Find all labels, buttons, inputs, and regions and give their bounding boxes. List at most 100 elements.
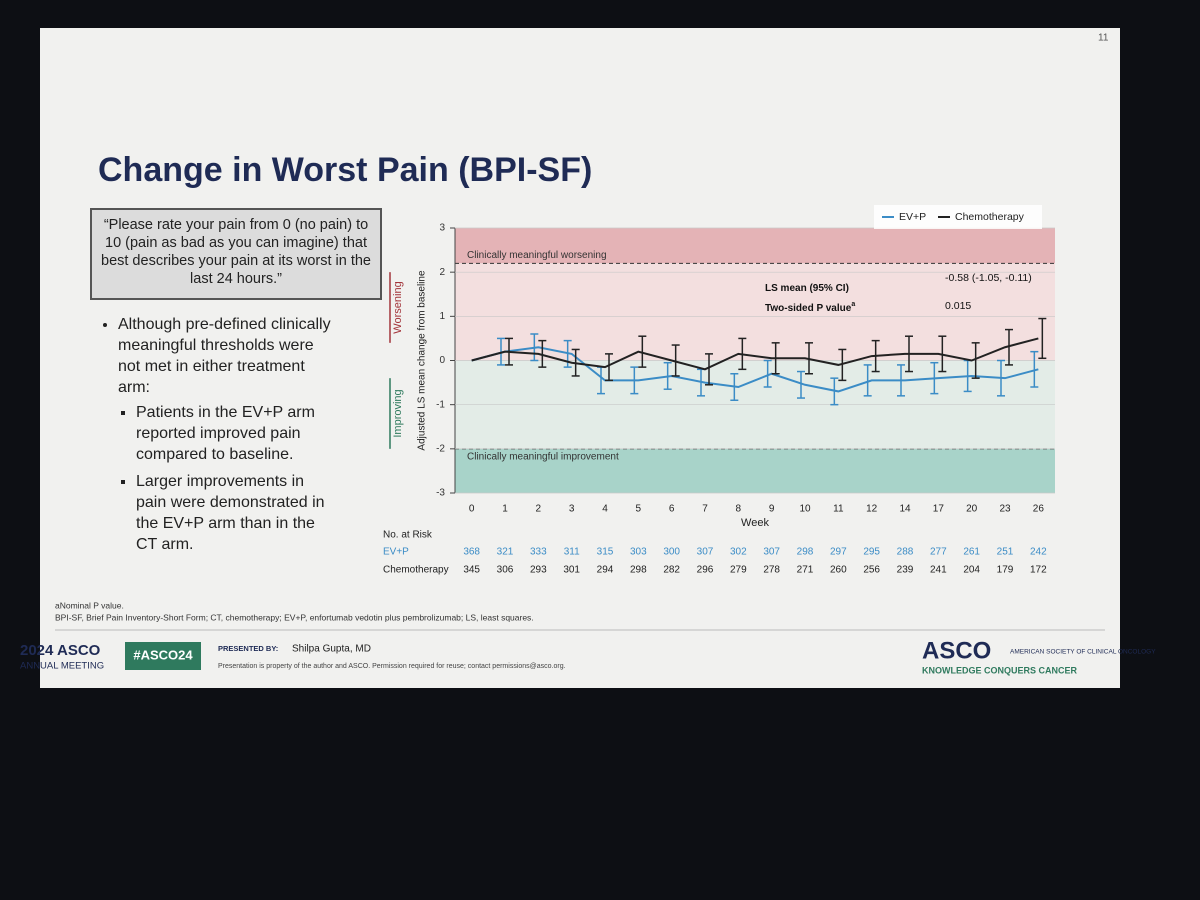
risk-count: 315 [597, 547, 614, 558]
risk-count: 297 [830, 547, 847, 558]
risk-row-label: EV+P [383, 547, 409, 558]
hashtag: #ASCO24 [133, 647, 193, 662]
society: AMERICAN SOCIETY OF CLINICAL ONCOLOGY [1010, 649, 1156, 656]
legend-box [874, 205, 1042, 229]
risk-count: 303 [630, 547, 647, 558]
stat-label: Two-sided P valuea [765, 301, 855, 314]
risk-count: 242 [1030, 547, 1047, 558]
meeting-year: 2024 ASCO [20, 642, 101, 659]
presenter: Shilpa Gupta, MD [292, 644, 371, 655]
notice: Presentation is property of the author a… [218, 663, 566, 670]
risk-count: 277 [930, 547, 947, 558]
risk-count: 260 [830, 565, 847, 576]
x-tick-label: 20 [966, 504, 978, 515]
stat-sup: a [851, 301, 855, 308]
page-number: 11 [1098, 33, 1109, 44]
threshold-label: Clinically meaningful improvement [467, 451, 619, 462]
bullet-list: Although pre-defined clinically meaningf… [92, 314, 332, 561]
risk-count: 271 [797, 565, 814, 576]
stat-label-text: LS mean (95% CI) [765, 283, 849, 294]
risk-count: 306 [497, 565, 514, 576]
sub-list: Patients in the EV+P arm reported improv… [118, 402, 332, 555]
risk-count: 241 [930, 565, 947, 576]
series-line [471, 337, 1039, 371]
stat-value: -0.58 (-1.05, -0.11) [945, 272, 1032, 284]
legend-label: EV+P [899, 211, 926, 223]
x-tick-label: 0 [469, 504, 475, 515]
y-tick-label: -2 [436, 443, 445, 454]
risk-count: 239 [897, 565, 914, 576]
y-axis-label: Adjusted LS mean change from baseline [417, 270, 428, 451]
risk-count: 333 [530, 547, 547, 558]
risk-count: 295 [863, 547, 880, 558]
sub-bullet: Larger improvements in pain were demonst… [136, 471, 332, 555]
stat-label-text: Two-sided P value [765, 303, 852, 314]
risk-count: 296 [697, 565, 714, 576]
x-tick-label: 10 [799, 504, 811, 515]
bullet: Although pre-defined clinically meaningf… [118, 314, 332, 555]
risk-count: 368 [463, 547, 480, 558]
list: Although pre-defined clinically meaningf… [92, 314, 332, 555]
slide-title: Change in Worst Pain (BPI-SF) [98, 151, 592, 189]
risk-count: 321 [497, 547, 514, 558]
x-tick-label: 8 [736, 504, 742, 515]
x-tick-label: 4 [602, 504, 608, 515]
risk-count: 307 [697, 547, 714, 558]
y-tick-label: 0 [439, 355, 445, 366]
footnote: BPI-SF, Brief Pain Inventory-Short Form;… [55, 612, 534, 622]
stat-value: 0.015 [945, 300, 971, 312]
x-tick-label: 6 [669, 504, 675, 515]
x-tick-label: 26 [1033, 504, 1045, 515]
risk-count: 311 [564, 547, 580, 558]
y-tick-label: 1 [439, 311, 445, 322]
risk-count: 278 [763, 565, 780, 576]
footnote: aNominal P value. [55, 600, 124, 610]
x-axis-label: Week [741, 517, 769, 529]
risk-count: 179 [997, 565, 1014, 576]
risk-count: 172 [1030, 565, 1047, 576]
legend-label: Chemotherapy [955, 211, 1025, 223]
x-tick-label: 14 [899, 504, 911, 515]
risk-count: 300 [663, 547, 680, 558]
asco-logo: ASCO [922, 637, 991, 664]
risk-count: 307 [763, 547, 780, 558]
threshold-label: Clinically meaningful worsening [467, 250, 607, 261]
worsening-band [455, 228, 1055, 264]
risk-table-title: No. at Risk [383, 530, 433, 541]
worsening-label: Worsening [392, 281, 404, 333]
tagline: KNOWLEDGE CONQUERS CANCER [922, 665, 1078, 675]
bullet-text: Although pre-defined clinically meaningf… [118, 316, 331, 396]
x-tick-label: 11 [833, 504, 844, 515]
risk-count: 279 [730, 565, 747, 576]
improvement-band [455, 448, 1055, 493]
risk-count: 261 [963, 547, 980, 558]
worsening-zone [455, 263, 1055, 361]
risk-count: 293 [530, 565, 547, 576]
x-tick-label: 17 [933, 504, 945, 515]
y-tick-label: -3 [436, 488, 445, 499]
x-tick-label: 9 [769, 504, 775, 515]
risk-count: 301 [563, 565, 580, 576]
risk-count: 288 [897, 547, 914, 558]
x-tick-label: 3 [569, 504, 575, 515]
risk-row-label: Chemotherapy [383, 565, 449, 576]
x-tick-label: 23 [999, 504, 1011, 515]
hashtag-box [125, 642, 201, 670]
risk-count: 294 [597, 565, 614, 576]
meeting-name: ANNUAL MEETING [20, 661, 104, 672]
risk-count: 204 [963, 565, 980, 576]
y-tick-label: -1 [436, 399, 445, 410]
x-tick-label: 7 [702, 504, 708, 515]
x-tick-label: 1 [502, 504, 508, 515]
x-tick-label: 12 [866, 504, 878, 515]
presented-by: PRESENTED BY: [218, 644, 278, 653]
series-line [471, 346, 1039, 393]
risk-count: 256 [863, 565, 880, 576]
sub-bullet: Patients in the EV+P arm reported improv… [136, 402, 332, 465]
improving-label: Improving [392, 389, 404, 437]
risk-count: 345 [463, 565, 480, 576]
x-tick-label: 5 [636, 504, 642, 515]
quote-box: “Please rate your pain from 0 (no pain) … [90, 208, 382, 300]
